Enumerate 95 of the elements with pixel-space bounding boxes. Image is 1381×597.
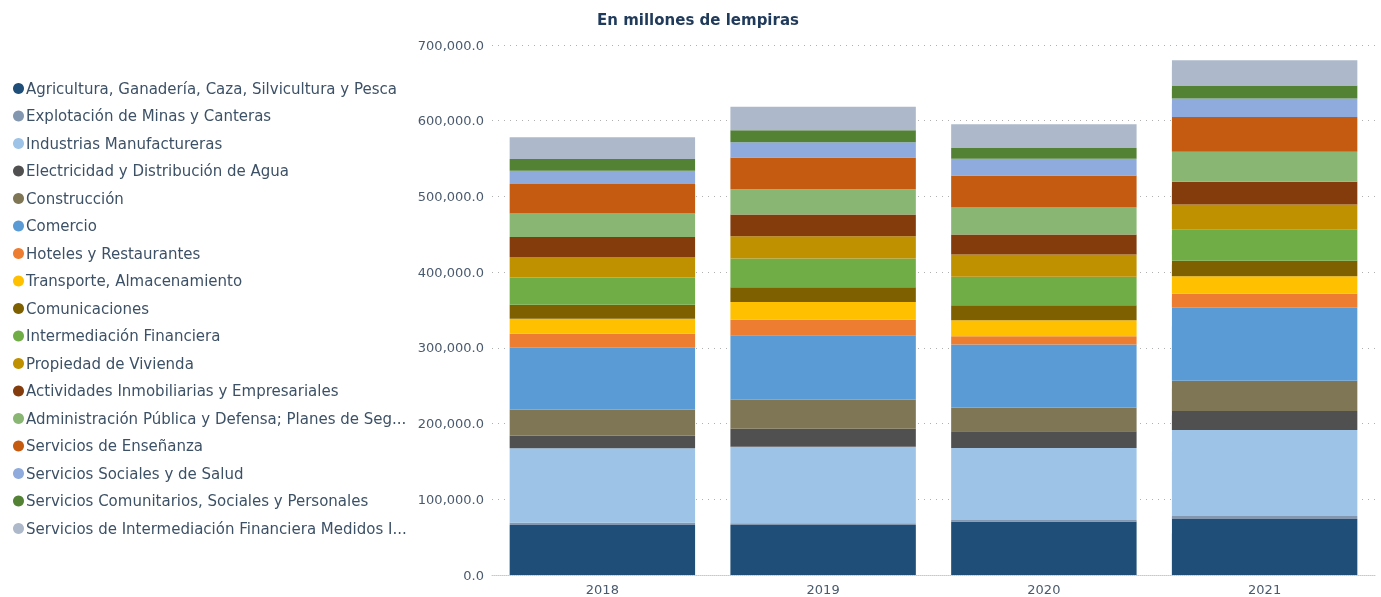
- bar: [951, 336, 1137, 345]
- bar: [1171, 85, 1358, 99]
- x-tick-label: 2021: [1248, 582, 1282, 597]
- legend-label: Construcción: [26, 189, 124, 208]
- legend-label: Industrias Manufactureras: [26, 134, 223, 153]
- bar: [509, 257, 696, 278]
- bar: [951, 175, 1137, 208]
- legend-label: Intermediación Financiera: [26, 327, 221, 345]
- y-tick-label: 300,000.0: [417, 340, 484, 356]
- y-tick-label: 200,000.0: [417, 416, 484, 432]
- bar: [951, 447, 1137, 520]
- bar: [730, 399, 916, 429]
- y-tick-label: 600,000.0: [417, 113, 484, 129]
- bar: [509, 525, 696, 575]
- bar: [730, 319, 916, 336]
- bar: [1171, 204, 1358, 230]
- bar: [1171, 181, 1358, 205]
- bar: [730, 106, 916, 131]
- bar: [509, 213, 696, 237]
- bar: [951, 521, 1137, 575]
- legend-label: Actividades Inmobiliarias y Empresariales: [26, 382, 339, 400]
- bar: [951, 305, 1137, 321]
- y-tick-label: 0.0: [463, 567, 484, 583]
- legend-label: Hoteles y Restaurantes: [26, 244, 201, 263]
- bar: [730, 428, 916, 447]
- legend-label: Comunicaciones: [26, 299, 150, 318]
- bar: [730, 258, 916, 288]
- bar: [509, 333, 696, 348]
- bar: [509, 318, 696, 334]
- legend-label: Servicios Comunitarios, Sociales y Personales: [26, 492, 369, 510]
- bar: [730, 142, 916, 158]
- y-tick-label: 100,000.0: [417, 491, 484, 507]
- legend-label: Agricultura, Ganadería, Caza, Silvicultura y Pesca: [26, 79, 397, 98]
- bar: [730, 157, 916, 190]
- legend-label: Comercio: [26, 217, 97, 235]
- bar: [951, 320, 1137, 337]
- bar: [1171, 411, 1358, 431]
- bar: [730, 302, 916, 320]
- bar: [1171, 515, 1358, 519]
- bar: [509, 277, 696, 305]
- bar: [509, 183, 696, 214]
- bar: [1171, 60, 1358, 86]
- bar: [1171, 293, 1358, 308]
- bar: [1171, 276, 1358, 294]
- bar: [730, 236, 916, 259]
- bar: [730, 287, 916, 303]
- bar: [509, 304, 696, 319]
- legend-label: Transporte, Almacenamiento: [25, 272, 243, 290]
- chart-title: En millones de lempiras: [597, 10, 800, 29]
- x-tick-label: 2018: [585, 582, 619, 597]
- bar: [951, 234, 1137, 255]
- bar: [1171, 518, 1358, 575]
- bar: [730, 335, 916, 400]
- bar: [1171, 116, 1358, 152]
- bar: [509, 137, 696, 159]
- bar: [1171, 260, 1358, 277]
- bar: [951, 431, 1137, 448]
- bar: [1171, 307, 1358, 381]
- bar: [730, 130, 916, 143]
- legend-label: Electricidad y Distribución de Agua: [26, 162, 290, 180]
- bar: [951, 254, 1137, 277]
- bar: [951, 344, 1137, 408]
- bar: [951, 276, 1137, 306]
- bar: [730, 214, 916, 237]
- legend-label: Administración Pública y Defensa; Planes de Seg...: [26, 409, 407, 428]
- bar: [509, 158, 696, 171]
- bar: [1171, 98, 1358, 117]
- bar: [509, 236, 696, 257]
- bar: [509, 448, 696, 523]
- y-tick-label: 400,000.0: [417, 264, 484, 280]
- bar: [509, 435, 696, 449]
- x-tick-label: 2019: [806, 582, 840, 597]
- y-tick-label: 500,000.0: [417, 188, 484, 204]
- bar: [730, 446, 916, 524]
- bar: [730, 525, 916, 575]
- legend-label: Servicios de Intermediación Financiera Medidos I...: [26, 519, 407, 538]
- legend-label: Explotación de Minas y Canteras: [26, 107, 272, 125]
- legend-label: Servicios Sociales y de Salud: [26, 464, 244, 483]
- bar: [951, 148, 1137, 159]
- bar: [951, 407, 1137, 432]
- bar: [951, 124, 1137, 149]
- bar: [951, 158, 1137, 176]
- bar: [1171, 229, 1358, 261]
- legend-label: Propiedad de Vivienda: [26, 354, 194, 373]
- bar: [509, 347, 696, 410]
- legend-label: Servicios de Enseñanza: [26, 437, 203, 455]
- bar: [509, 170, 696, 184]
- bar: [1171, 430, 1358, 516]
- y-tick-label: 700,000.0: [417, 37, 484, 53]
- bar: [730, 189, 916, 215]
- bar: [509, 409, 696, 436]
- x-tick-label: 2020: [1027, 582, 1061, 597]
- bar: [1171, 380, 1358, 412]
- bar: [1171, 151, 1358, 182]
- bar: [951, 207, 1137, 235]
